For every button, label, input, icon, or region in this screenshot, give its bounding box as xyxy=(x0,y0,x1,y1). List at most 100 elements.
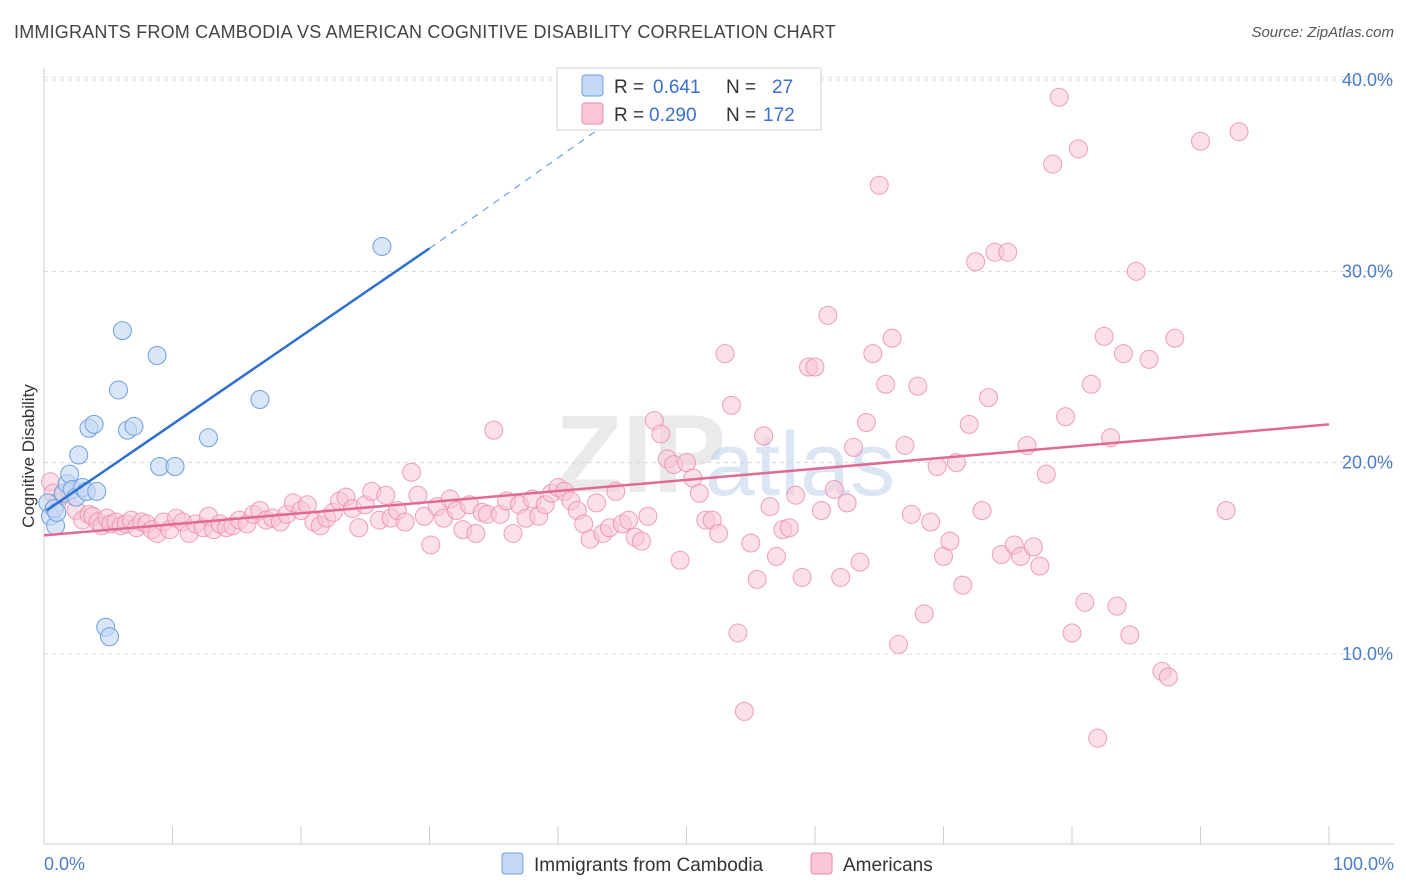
americans-point xyxy=(901,504,921,524)
americans-point xyxy=(503,523,523,543)
americans-point xyxy=(998,242,1018,262)
legend-r-label-cambodia: R = xyxy=(614,77,644,98)
chart-title: IMMIGRANTS FROM CAMBODIA VS AMERICAN COG… xyxy=(14,22,837,42)
legend-n-value-americans: 172 xyxy=(763,105,795,126)
legend-n-label-cambodia: N = xyxy=(726,77,756,98)
americans-point xyxy=(1049,87,1069,107)
y-tick-label-10: 10.0% xyxy=(1342,644,1393,664)
americans-point xyxy=(1011,546,1031,566)
americans-point xyxy=(638,506,658,526)
americans-point xyxy=(895,435,915,455)
americans-point xyxy=(1107,596,1127,616)
americans-point xyxy=(850,552,870,572)
americans-point xyxy=(766,546,786,566)
cambodia-trend-extension xyxy=(429,112,623,249)
americans-point xyxy=(876,374,896,394)
americans-point xyxy=(863,344,883,364)
americans-point xyxy=(869,175,889,195)
legend-swatch-cambodia xyxy=(581,74,604,97)
americans-point xyxy=(953,575,973,595)
cambodia-point xyxy=(84,414,104,434)
americans-point xyxy=(889,634,909,654)
americans-point xyxy=(991,545,1011,565)
americans-point xyxy=(1191,131,1210,151)
cambodia-point xyxy=(372,236,392,256)
americans-point xyxy=(349,518,369,538)
cambodia-point xyxy=(100,627,120,647)
cambodia-point xyxy=(112,321,132,341)
y-tick-label-30: 30.0% xyxy=(1342,261,1393,281)
cambodia-point xyxy=(198,428,218,448)
americans-point xyxy=(1158,667,1178,687)
americans-point xyxy=(921,512,941,532)
americans-point xyxy=(1043,154,1063,174)
cambodia-point xyxy=(165,456,185,476)
americans-point xyxy=(914,604,934,624)
americans-point xyxy=(1088,728,1108,748)
americans-point xyxy=(715,344,735,364)
americans-point xyxy=(966,252,986,272)
americans-point xyxy=(721,395,741,415)
americans-point xyxy=(709,523,729,543)
y-tick-label-40: 40.0% xyxy=(1342,70,1393,90)
americans-point xyxy=(959,414,979,434)
americans-point xyxy=(728,623,748,643)
x-tick-label-min: 0.0% xyxy=(44,854,85,874)
trend-lines xyxy=(43,112,1330,537)
americans-point xyxy=(1030,556,1050,576)
americans-point xyxy=(978,388,998,408)
americans-trend-line xyxy=(43,423,1330,537)
americans-point xyxy=(940,531,960,551)
y-axis-label: Cognitive Disability xyxy=(19,384,38,528)
legend-n-value-cambodia: 27 xyxy=(772,77,793,98)
americans-point xyxy=(805,357,825,377)
americans-point xyxy=(1113,344,1133,364)
americans-point xyxy=(927,456,947,476)
cambodia-point xyxy=(147,346,167,366)
americans-point xyxy=(1126,261,1146,281)
americans-point xyxy=(619,510,639,530)
americans-point xyxy=(689,483,709,503)
americans-point xyxy=(1023,537,1043,557)
bottom-legend-label-americans: Americans xyxy=(843,855,933,876)
cambodia-point xyxy=(250,390,270,410)
americans-point xyxy=(414,506,434,526)
americans-point xyxy=(837,493,857,513)
x-tick-label-max: 100.0% xyxy=(1333,854,1394,874)
americans-point xyxy=(1081,374,1101,394)
y-tick-labels: 10.0% 20.0% 30.0% 40.0% xyxy=(1342,70,1393,664)
cambodia-point xyxy=(87,481,107,501)
cambodia-point xyxy=(47,502,67,522)
bottom-legend-swatch-americans xyxy=(810,852,833,875)
americans-point xyxy=(376,485,396,505)
chart-source: Source: ZipAtlas.com xyxy=(1251,24,1394,41)
americans-point xyxy=(856,412,876,432)
americans-point xyxy=(818,305,838,325)
americans-point xyxy=(651,424,671,444)
americans-point xyxy=(811,501,831,520)
americans-point xyxy=(824,479,844,499)
americans-point xyxy=(844,437,864,457)
legend-n-label-americans: N = xyxy=(726,105,756,126)
series-legend: Immigrants from Cambodia Americans xyxy=(501,852,933,876)
americans-point xyxy=(402,462,422,482)
cambodia-point xyxy=(124,416,144,436)
americans-point xyxy=(831,567,851,587)
americans-point xyxy=(466,523,486,543)
legend-r-value-americans: 0.290 xyxy=(649,105,697,126)
americans-point xyxy=(760,497,780,517)
stats-legend: R = 0.641 N = 27 R = 0.290 N = 172 xyxy=(556,67,822,131)
bottom-legend-label-cambodia: Immigrants from Cambodia xyxy=(534,855,764,876)
americans-point xyxy=(1062,623,1082,643)
bottom-legend-swatch-cambodia xyxy=(501,852,524,875)
americans-point xyxy=(1094,326,1114,346)
americans-point xyxy=(1075,592,1095,612)
americans-point xyxy=(484,420,504,440)
americans-point xyxy=(1068,139,1088,159)
cambodia-point xyxy=(69,445,89,465)
americans-point xyxy=(1165,328,1185,348)
cambodia-point xyxy=(109,380,129,400)
americans-point xyxy=(747,569,767,589)
americans-point xyxy=(1229,122,1249,142)
